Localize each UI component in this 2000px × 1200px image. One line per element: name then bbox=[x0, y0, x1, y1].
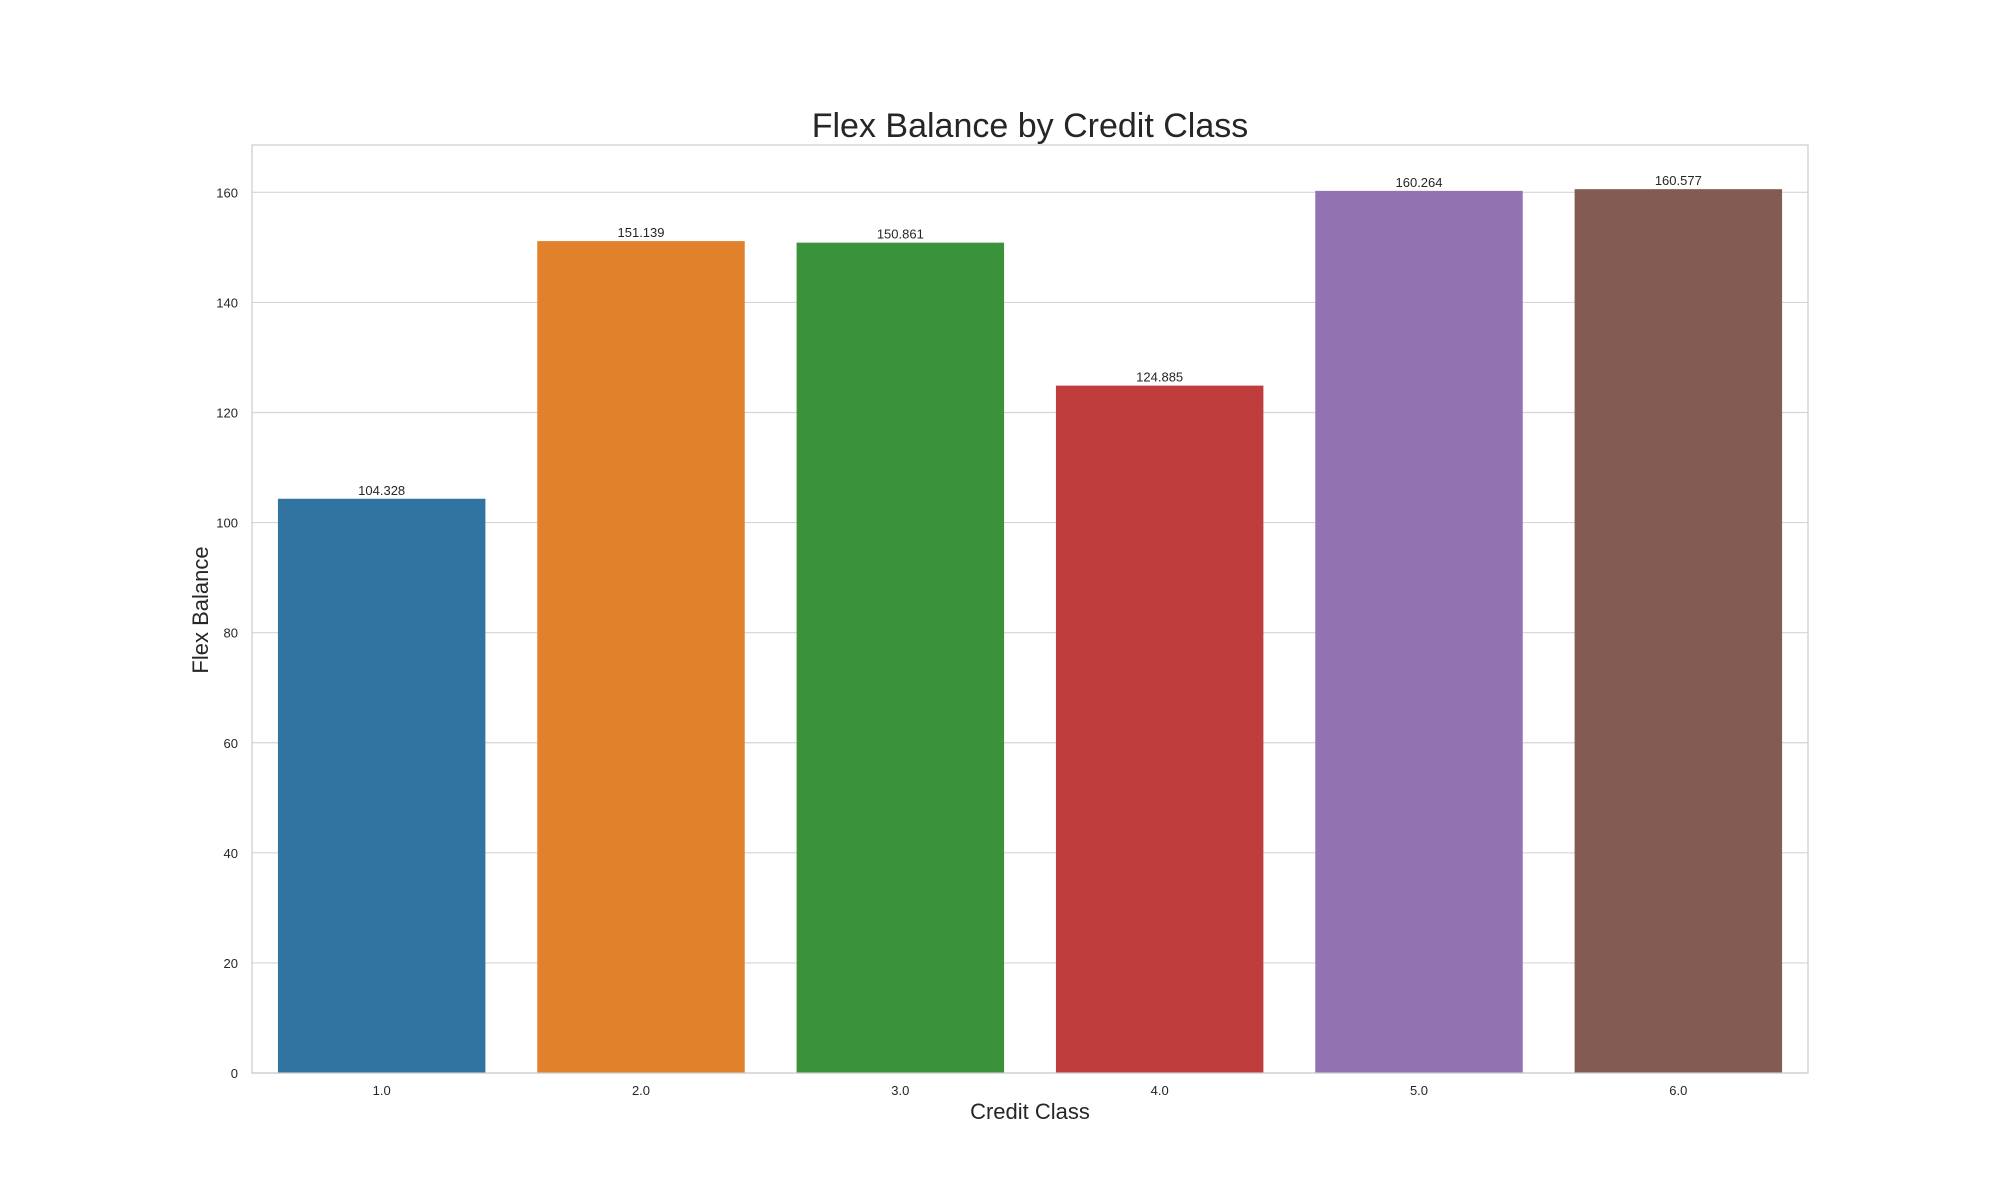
x-tick-label: 6.0 bbox=[1669, 1083, 1687, 1098]
bar-value-label: 124.885 bbox=[1136, 370, 1183, 385]
bar bbox=[1574, 189, 1783, 1074]
bar bbox=[1055, 385, 1264, 1073]
y-tick-label: 40 bbox=[224, 846, 238, 861]
y-tick-label: 80 bbox=[224, 626, 238, 641]
chart-title: Flex Balance by Credit Class bbox=[812, 107, 1249, 145]
x-tick-label: 5.0 bbox=[1410, 1083, 1428, 1098]
bars bbox=[277, 189, 1783, 1074]
plot-area-frame bbox=[251, 144, 1809, 1074]
bar bbox=[796, 242, 1005, 1073]
y-axis-label: Flex Balance bbox=[188, 546, 213, 673]
x-tick-label: 4.0 bbox=[1151, 1083, 1169, 1098]
x-tick-label: 3.0 bbox=[891, 1083, 909, 1098]
bar-value-label: 160.264 bbox=[1396, 175, 1443, 190]
bar-value-label: 150.861 bbox=[877, 227, 924, 242]
y-axis-ticks: 0 20 40 60 80 100 120 140 160 bbox=[216, 185, 238, 1081]
y-tick-label: 60 bbox=[224, 736, 238, 751]
y-tick-label: 100 bbox=[216, 516, 238, 531]
x-tick-label: 1.0 bbox=[373, 1083, 391, 1098]
bar-value-labels: 104.328 151.139 150.861 124.885 160.264 160.5… bbox=[358, 173, 1702, 498]
bar-value-label: 104.328 bbox=[358, 483, 405, 498]
y-tick-label: 160 bbox=[216, 185, 238, 200]
bar bbox=[1315, 190, 1523, 1073]
y-tick-label: 0 bbox=[231, 1066, 238, 1081]
x-axis-label: Credit Class bbox=[970, 1099, 1090, 1124]
bar-value-label: 160.577 bbox=[1655, 173, 1702, 188]
bar bbox=[537, 241, 745, 1073]
x-axis-ticks: 1.0 2.0 3.0 4.0 5.0 6.0 bbox=[373, 1083, 1688, 1098]
x-tick-label: 2.0 bbox=[632, 1083, 650, 1098]
bar bbox=[277, 498, 486, 1074]
y-tick-label: 140 bbox=[216, 295, 238, 310]
y-tick-label: 120 bbox=[216, 406, 238, 421]
y-tick-label: 20 bbox=[224, 956, 238, 971]
bar-value-label: 151.139 bbox=[618, 225, 665, 240]
